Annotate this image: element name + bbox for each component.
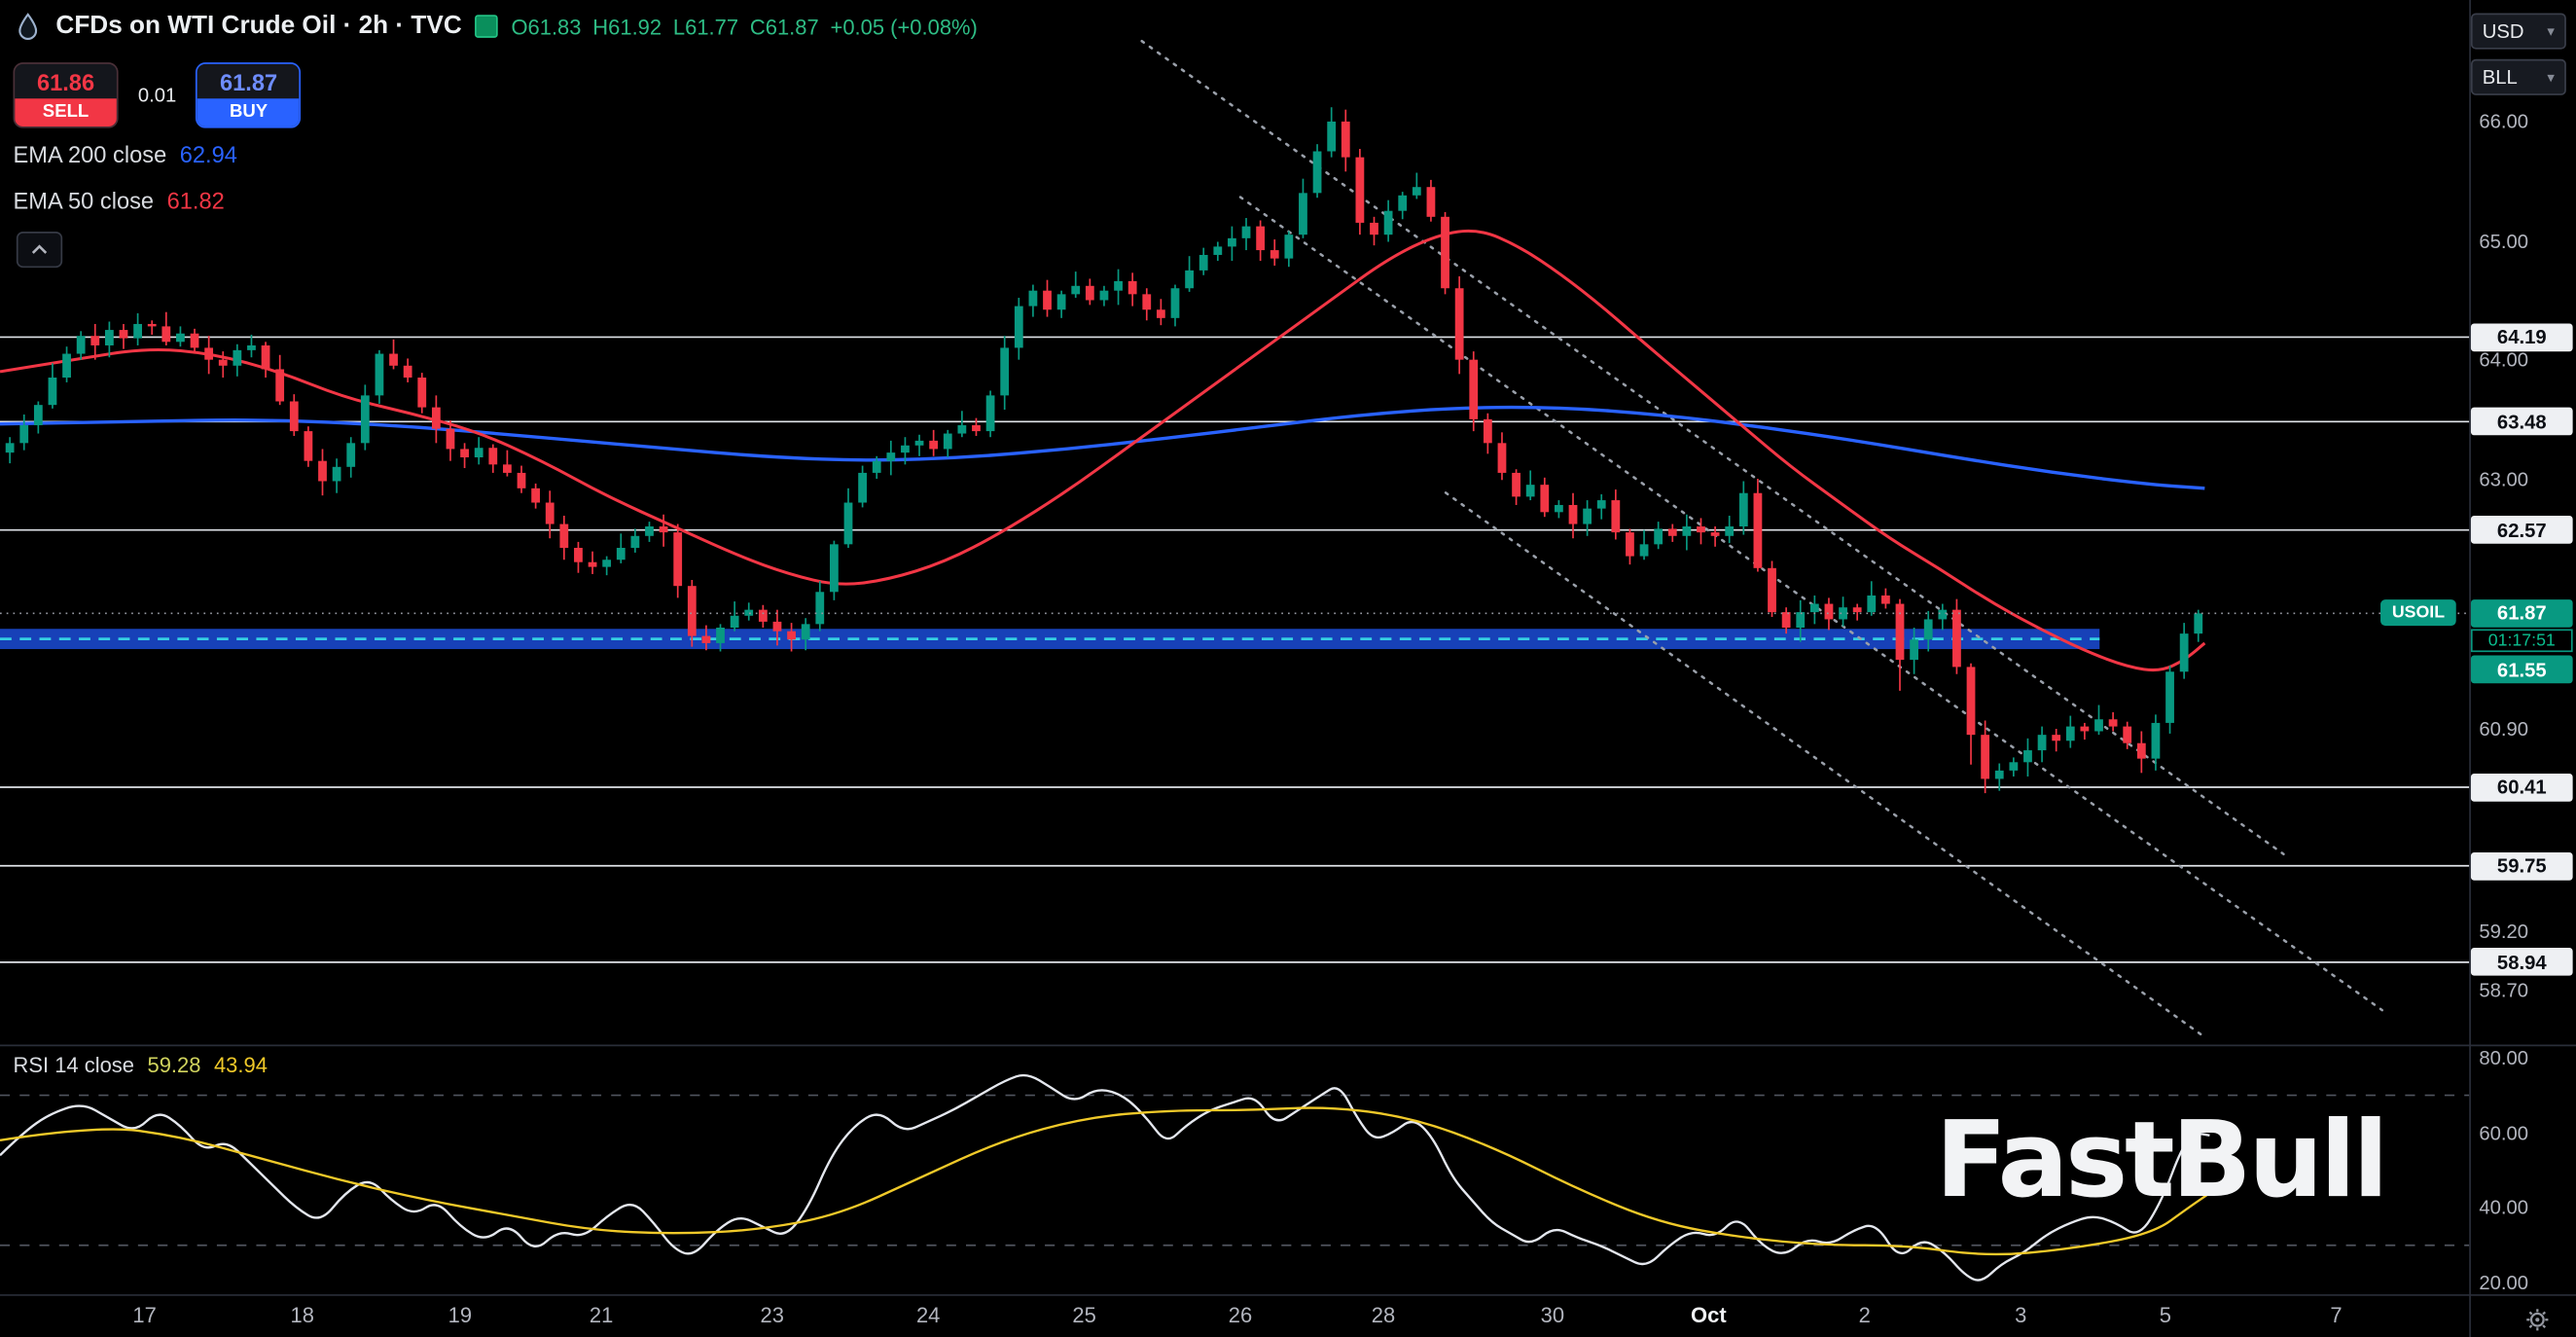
symbol-title: CFDs on WTI Crude Oil · 2h · TVC [55,11,462,40]
price-scale-label: 59.20 [2479,920,2529,943]
time-axis-label[interactable]: 19 [447,1302,473,1327]
candles-series [5,107,2203,794]
currency-select[interactable]: USD ▾ [2470,13,2566,50]
symbol-select-value: BLL [2482,65,2518,90]
price-panel[interactable] [0,39,2470,1036]
buy-label: BUY [197,98,300,126]
price-scale-label: 60.90 [2479,717,2529,741]
symbol-header: CFDs on WTI Crude Oil · 2h · TVC O61.83 … [14,12,978,41]
price-level-tag: 60.41 [2470,773,2573,802]
time-axis-label[interactable]: 25 [1072,1302,1096,1327]
gear-icon [2525,1308,2548,1330]
ohlc-readout: O61.83 H61.92 L61.77 C61.87 +0.05 (+0.08… [511,14,977,38]
rsi-line[interactable] [0,1073,2210,1282]
sell-button[interactable]: 61.86 SELL [13,62,119,128]
price-scale-label: 58.70 [2479,979,2529,1003]
ohlc-close: C61.87 [749,14,819,39]
rsi-scale-label: 20.00 [2479,1271,2529,1295]
chevron-down-icon: ▾ [2547,68,2556,85]
price-level-tag: 58.94 [2470,948,2573,977]
rsi-legend: RSI 14 close 59.28 43.94 [14,1053,268,1077]
symbol-select[interactable]: BLL ▾ [2470,58,2566,95]
currency-select-value: USD [2482,19,2524,43]
time-axis-label[interactable]: 17 [132,1302,157,1327]
ohlc-open: O61.83 [511,14,582,39]
buy-price: 61.87 [220,68,278,95]
ema50-value: 61.82 [166,187,225,214]
time-axis-label[interactable]: 26 [1228,1302,1253,1327]
alert-price-tag: 61.55 [2470,656,2573,684]
rsi-value: 59.28 [147,1052,201,1078]
price-scale-label: 64.00 [2479,347,2529,372]
ema200-line[interactable] [0,405,2205,490]
rsi-scale-label: 80.00 [2479,1046,2529,1069]
price-level-tag: 63.48 [2470,407,2573,436]
chevron-up-icon [31,244,48,254]
ema50-label: EMA 50 close [13,187,155,214]
sell-label: SELL [15,98,117,126]
trendline-dotted[interactable] [1238,196,2383,1012]
rsi-scale-label: 60.00 [2479,1121,2529,1144]
rsi-panel[interactable] [0,1073,2470,1282]
time-axis-label[interactable]: 2 [1858,1302,1871,1327]
buy-button[interactable]: 61.87 BUY [196,62,302,128]
rsi-scale-label: 40.00 [2479,1196,2529,1219]
time-axis-label[interactable]: 21 [589,1302,614,1327]
price-level-tag: 64.19 [2470,323,2573,351]
spread-value: 0.01 [137,84,177,107]
time-axis-label[interactable]: 24 [915,1302,941,1327]
trendline-dotted[interactable] [1444,491,2203,1036]
rsi-ma-value: 43.94 [213,1052,268,1078]
price-scale-label: 65.00 [2479,229,2529,253]
last-price-tag: 61.87 [2470,598,2573,628]
rsi-label: RSI 14 close [13,1052,134,1078]
time-axis-label[interactable]: 28 [1371,1302,1396,1327]
ema50-legend: EMA 50 close 61.82 [14,187,225,213]
time-axis-label[interactable]: 5 [2159,1302,2171,1327]
time-axis-label[interactable]: 7 [2330,1302,2343,1327]
candles-status-icon[interactable] [475,15,498,38]
price-level-tag: 59.75 [2470,851,2573,881]
ohlc-change: +0.05 (+0.08%) [830,14,978,39]
fastbull-watermark: FastBull [1935,1100,2388,1222]
time-axis-label[interactable]: 30 [1540,1302,1565,1327]
time-axis-label[interactable]: 18 [290,1302,314,1327]
rsi-ma-line[interactable] [0,1106,2211,1256]
ema50-line[interactable] [0,229,2206,672]
sell-price: 61.86 [36,68,95,95]
time-axis-label[interactable]: 23 [760,1302,784,1327]
ema200-label: EMA 200 close [13,141,167,168]
axis-settings-button[interactable] [2521,1303,2554,1336]
price-level-tag: 62.57 [2470,516,2573,545]
ohlc-high: H61.92 [592,14,662,39]
price-scale-label: 63.00 [2479,467,2529,490]
last-price-symbol-pill: USOIL [2380,599,2456,627]
ohlc-low: L61.77 [672,14,739,39]
time-axis-label[interactable]: 3 [2015,1302,2027,1327]
ema200-value: 62.94 [179,141,237,168]
order-widget: 61.86 SELL 0.01 61.87 BUY [13,62,302,128]
price-scale-label: 66.00 [2479,110,2529,133]
collapse-indicators-button[interactable] [16,232,63,269]
chevron-down-icon: ▾ [2547,21,2556,39]
ema200-legend: EMA 200 close 62.94 [14,141,237,167]
oil-drop-icon [14,12,43,41]
trendline-dotted[interactable] [1140,39,2285,856]
time-axis-label[interactable]: Oct [1691,1302,1727,1327]
bar-close-countdown: 01:17:51 [2470,629,2573,652]
